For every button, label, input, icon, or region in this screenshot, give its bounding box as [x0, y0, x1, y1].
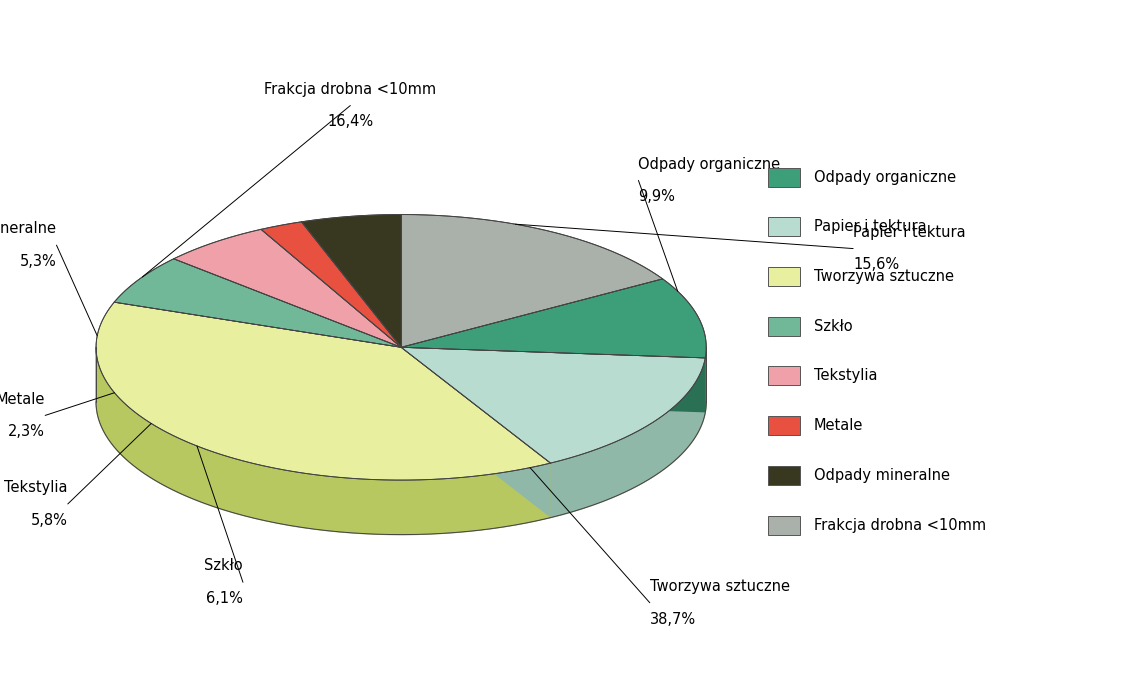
Text: Metale: Metale	[0, 392, 45, 407]
Polygon shape	[96, 302, 550, 480]
Text: 2,3%: 2,3%	[8, 424, 45, 439]
Text: 15,6%: 15,6%	[853, 257, 899, 272]
Text: Odpady mineralne: Odpady mineralne	[814, 468, 949, 483]
Polygon shape	[302, 215, 401, 347]
Polygon shape	[114, 259, 401, 347]
Text: Tworzywa sztuczne: Tworzywa sztuczne	[814, 269, 954, 284]
Text: Odpady organiczne: Odpady organiczne	[638, 157, 781, 172]
Polygon shape	[401, 347, 705, 413]
Polygon shape	[401, 347, 550, 518]
Bar	[768, 466, 800, 485]
Text: Frakcja drobna <10mm: Frakcja drobna <10mm	[264, 82, 436, 97]
Text: 5,3%: 5,3%	[19, 254, 56, 269]
Text: 6,1%: 6,1%	[206, 591, 243, 606]
Text: 9,9%: 9,9%	[638, 189, 676, 204]
Polygon shape	[401, 347, 705, 463]
Bar	[768, 168, 800, 187]
Text: Tworzywa sztuczne: Tworzywa sztuczne	[650, 579, 790, 594]
Text: Papier i tektura: Papier i tektura	[853, 225, 966, 240]
Text: Tekstylia: Tekstylia	[814, 368, 877, 383]
Polygon shape	[261, 222, 401, 347]
Text: Odpady mineralne: Odpady mineralne	[0, 221, 56, 236]
Bar	[768, 516, 800, 535]
Polygon shape	[174, 229, 401, 347]
Polygon shape	[401, 279, 706, 358]
Bar	[768, 217, 800, 236]
Polygon shape	[401, 347, 550, 518]
Text: Metale: Metale	[814, 418, 863, 433]
Polygon shape	[550, 358, 705, 518]
Text: Papier i tektura: Papier i tektura	[814, 219, 927, 234]
Polygon shape	[401, 347, 705, 413]
Polygon shape	[96, 347, 706, 535]
Polygon shape	[96, 347, 550, 535]
Bar	[768, 267, 800, 286]
Text: Tekstylia: Tekstylia	[5, 480, 68, 495]
Text: 16,4%: 16,4%	[328, 114, 373, 129]
Polygon shape	[401, 215, 662, 347]
Text: Szkło: Szkło	[814, 319, 852, 334]
Text: 38,7%: 38,7%	[650, 612, 696, 627]
Bar	[768, 317, 800, 336]
Text: Szkło: Szkło	[205, 558, 243, 573]
Bar	[768, 366, 800, 385]
Text: Odpady organiczne: Odpady organiczne	[814, 170, 956, 185]
Text: Frakcja drobna <10mm: Frakcja drobna <10mm	[814, 518, 985, 533]
Bar	[768, 416, 800, 435]
Text: 5,8%: 5,8%	[31, 513, 68, 528]
